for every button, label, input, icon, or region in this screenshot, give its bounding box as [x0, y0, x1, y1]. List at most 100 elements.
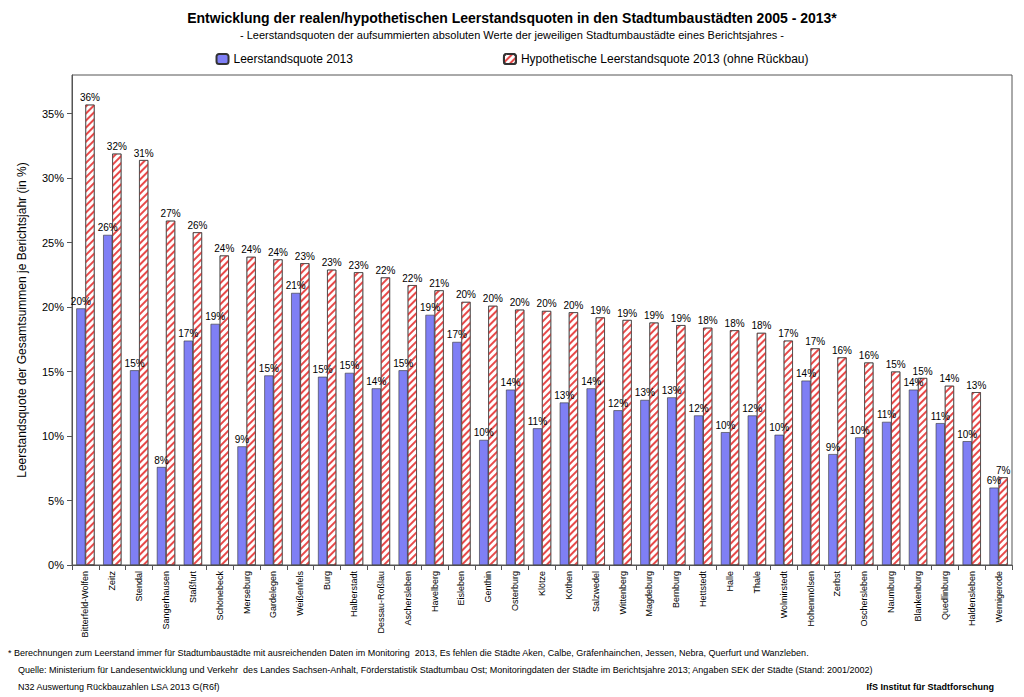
- svg-text:12%: 12%: [608, 398, 628, 409]
- svg-text:17%: 17%: [805, 336, 825, 347]
- svg-text:18%: 18%: [698, 315, 718, 326]
- svg-text:15%: 15%: [886, 359, 906, 370]
- svg-text:13%: 13%: [966, 380, 986, 391]
- svg-text:Osterburg: Osterburg: [510, 571, 520, 611]
- svg-text:16%: 16%: [832, 345, 852, 356]
- svg-text:Havelberg: Havelberg: [430, 571, 440, 612]
- svg-text:19%: 19%: [590, 305, 610, 316]
- svg-text:17%: 17%: [447, 329, 467, 340]
- svg-text:12%: 12%: [742, 403, 762, 414]
- svg-text:15%: 15%: [913, 366, 933, 377]
- svg-text:Staßfurt: Staßfurt: [188, 571, 198, 604]
- svg-text:Sangerhausen: Sangerhausen: [161, 571, 171, 630]
- svg-text:36%: 36%: [80, 92, 100, 103]
- svg-text:20%: 20%: [42, 301, 64, 313]
- svg-text:Wolmirstedt: Wolmirstedt: [779, 571, 789, 619]
- svg-text:Wernigerode: Wernigerode: [994, 571, 1004, 622]
- svg-text:Magdeburg: Magdeburg: [644, 571, 654, 617]
- svg-text:10%: 10%: [769, 422, 789, 433]
- svg-text:15%: 15%: [339, 360, 359, 371]
- svg-text:26%: 26%: [98, 222, 118, 233]
- svg-text:35%: 35%: [42, 108, 64, 120]
- svg-text:Hettstedt: Hettstedt: [698, 571, 708, 608]
- svg-text:IfS Institut für Stadtforschun: IfS Institut für Stadtforschung: [867, 682, 995, 692]
- svg-text:15%: 15%: [42, 366, 64, 378]
- svg-text:N32 Auswertung Rückbauzahlen L: N32 Auswertung Rückbauzahlen LSA 2013 G(…: [18, 682, 220, 692]
- svg-text:20%: 20%: [71, 296, 91, 307]
- svg-text:Gardelegen: Gardelegen: [268, 571, 278, 618]
- svg-text:0%: 0%: [48, 559, 64, 571]
- svg-text:Hypothetische Leerstandsquote: Hypothetische Leerstandsquote 2013 (ohne…: [521, 52, 809, 66]
- svg-text:10%: 10%: [42, 430, 64, 442]
- svg-text:Köthen: Köthen: [564, 571, 574, 600]
- svg-text:Halle: Halle: [725, 571, 735, 592]
- svg-text:14%: 14%: [903, 377, 923, 388]
- svg-text:20%: 20%: [537, 298, 557, 309]
- svg-text:Zeitz: Zeitz: [107, 571, 117, 591]
- svg-text:10%: 10%: [715, 420, 735, 431]
- svg-text:Quelle: Ministerium für Landes: Quelle: Ministerium für Landesentwicklun…: [18, 665, 873, 675]
- svg-text:11%: 11%: [528, 416, 547, 427]
- svg-text:32%: 32%: [107, 141, 127, 152]
- svg-text:27%: 27%: [161, 208, 181, 219]
- svg-text:24%: 24%: [214, 243, 234, 254]
- svg-text:25%: 25%: [42, 237, 64, 249]
- svg-text:20%: 20%: [483, 293, 503, 304]
- svg-text:Salzwedel: Salzwedel: [591, 571, 601, 612]
- svg-text:21%: 21%: [286, 280, 306, 291]
- svg-text:10%: 10%: [850, 425, 870, 436]
- svg-text:Eisleben: Eisleben: [456, 571, 466, 606]
- svg-text:24%: 24%: [268, 247, 288, 258]
- svg-text:7%: 7%: [996, 465, 1011, 476]
- svg-text:23%: 23%: [349, 260, 369, 271]
- svg-text:Dessau-Roßlau: Dessau-Roßlau: [376, 571, 386, 634]
- svg-text:Wittenberg: Wittenberg: [618, 571, 628, 615]
- svg-text:20%: 20%: [563, 300, 583, 311]
- svg-text:Thale: Thale: [752, 571, 762, 594]
- svg-text:Halberstadt: Halberstadt: [349, 571, 359, 618]
- svg-text:Burg: Burg: [322, 571, 332, 590]
- svg-text:6%: 6%: [987, 475, 1002, 486]
- svg-text:19%: 19%: [420, 302, 440, 313]
- svg-text:Blankenburg: Blankenburg: [913, 571, 923, 622]
- svg-text:15%: 15%: [313, 364, 333, 375]
- svg-text:Quedlinburg: Quedlinburg: [940, 571, 950, 620]
- svg-text:20%: 20%: [456, 289, 476, 300]
- svg-text:30%: 30%: [42, 172, 64, 184]
- svg-text:9%: 9%: [826, 442, 841, 453]
- svg-text:22%: 22%: [402, 273, 422, 284]
- svg-text:14%: 14%: [581, 376, 601, 387]
- svg-text:Bitterfeld-Wolfen: Bitterfeld-Wolfen: [80, 571, 90, 637]
- svg-text:19%: 19%: [205, 311, 225, 322]
- svg-text:- Leerstandsquoten der aufsumm: - Leerstandsquoten der aufsummierten abs…: [240, 29, 784, 41]
- svg-text:22%: 22%: [375, 265, 395, 276]
- svg-text:Oschersleben: Oschersleben: [859, 571, 869, 627]
- svg-text:19%: 19%: [644, 310, 664, 321]
- svg-text:13%: 13%: [662, 385, 682, 396]
- svg-text:Zerbst: Zerbst: [832, 571, 842, 597]
- svg-text:Entwicklung der realen/hypothe: Entwicklung der realen/hypothetischen Le…: [187, 10, 837, 26]
- svg-text:23%: 23%: [295, 251, 315, 262]
- svg-text:14%: 14%: [501, 377, 521, 388]
- svg-text:9%: 9%: [235, 434, 250, 445]
- svg-text:19%: 19%: [671, 313, 691, 324]
- svg-text:Bernburg: Bernburg: [671, 571, 681, 608]
- svg-text:24%: 24%: [241, 244, 261, 255]
- svg-text:13%: 13%: [554, 390, 574, 401]
- svg-text:18%: 18%: [725, 318, 745, 329]
- svg-text:Haldensleben: Haldensleben: [967, 571, 977, 626]
- svg-text:Genthin: Genthin: [483, 571, 493, 603]
- svg-text:18%: 18%: [751, 320, 771, 331]
- svg-text:15%: 15%: [125, 358, 145, 369]
- svg-text:Stendal: Stendal: [134, 571, 144, 602]
- svg-text:Klötze: Klötze: [537, 571, 547, 596]
- svg-text:Aschersleben: Aschersleben: [403, 571, 413, 626]
- svg-text:Merseburg: Merseburg: [242, 571, 252, 614]
- svg-text:Hohenmölsen: Hohenmölsen: [806, 571, 816, 627]
- svg-text:10%: 10%: [957, 429, 977, 440]
- svg-text:* Berechnungen zum Leerstand i: * Berechnungen zum Leerstand immer für S…: [8, 648, 809, 658]
- svg-text:14%: 14%: [366, 376, 386, 387]
- svg-text:17%: 17%: [178, 328, 198, 339]
- svg-text:8%: 8%: [154, 455, 169, 466]
- svg-text:Leerstandsquote der Gesamtsumm: Leerstandsquote der Gesamtsummen je Beri…: [15, 162, 29, 477]
